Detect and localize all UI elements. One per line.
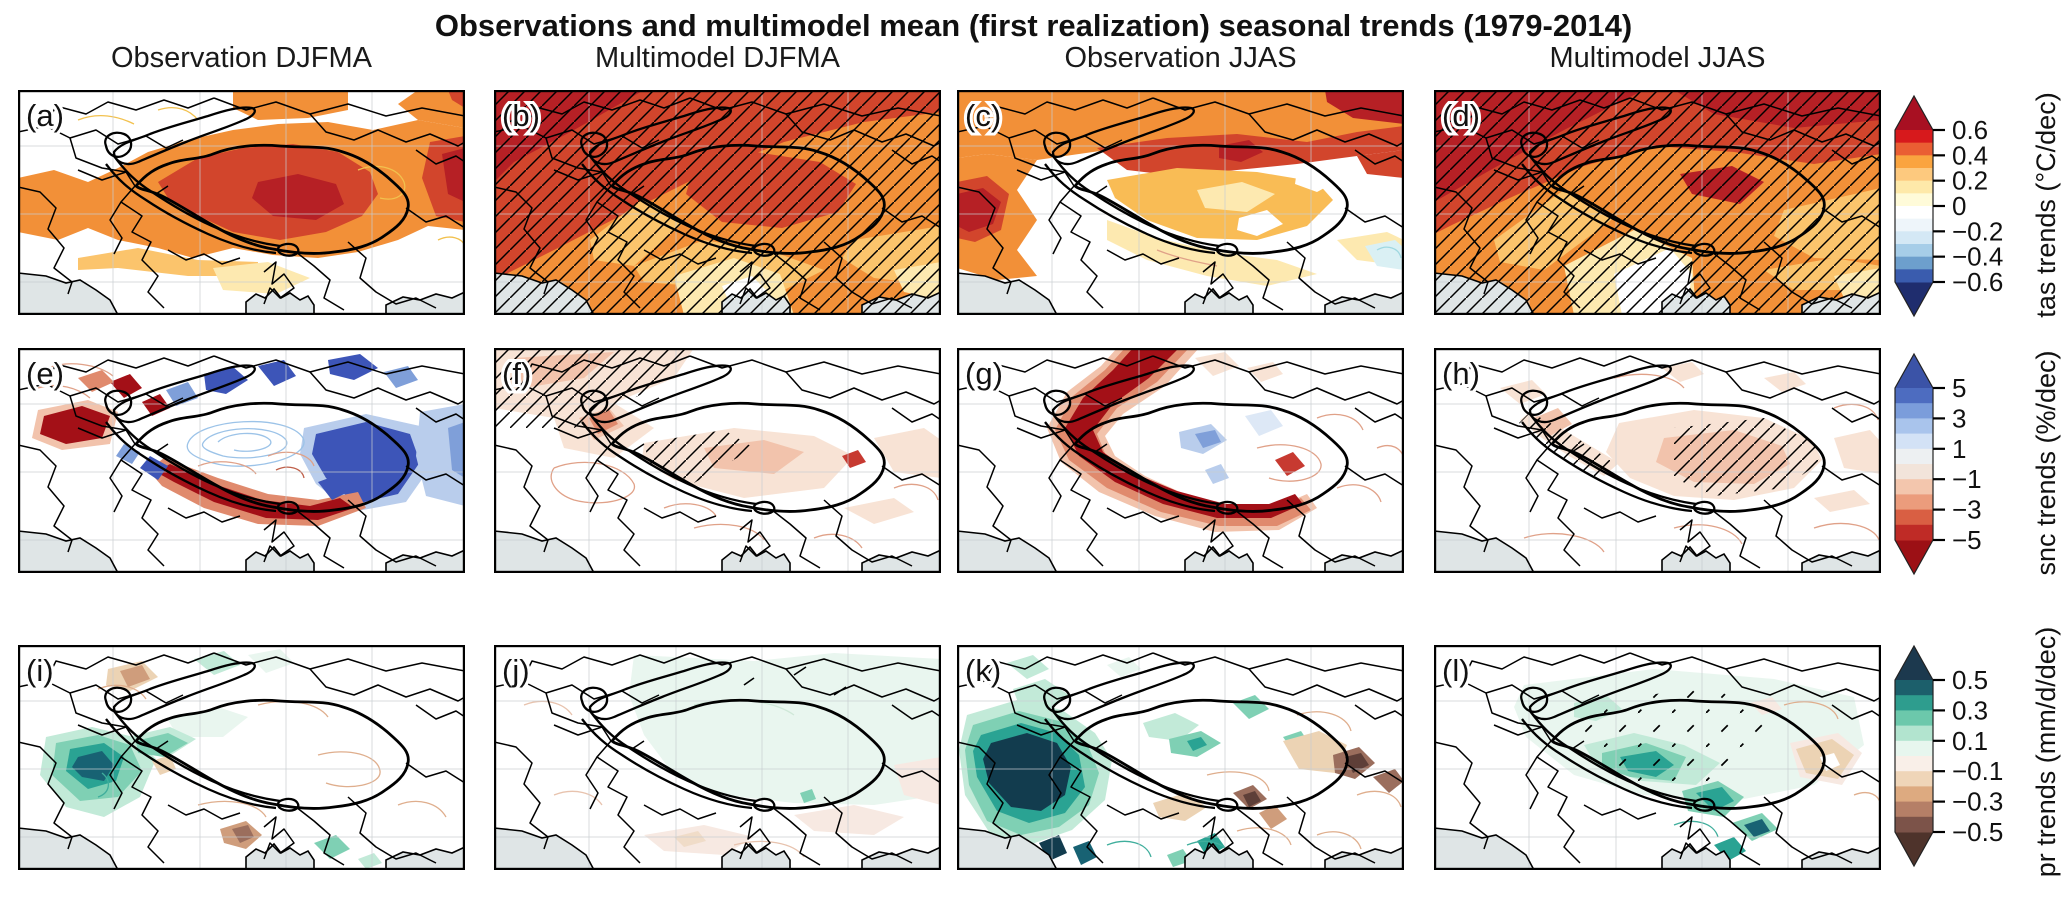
map-panel-i: (i): [18, 645, 465, 870]
column-header-multimodel-jjas: Multimodel JJAS: [1549, 42, 1766, 74]
map-panel-b: (b): [494, 90, 941, 315]
colorbar-pr-tick: 0.1: [1952, 726, 1988, 756]
panel-label-a: (a): [26, 98, 64, 133]
colorbar-label-pr: pr trends (mm/d/dec): [2031, 626, 2061, 878]
panel-label-f: (f): [502, 356, 531, 391]
panel-label-j: (j): [502, 653, 530, 688]
colorbar-snc-tick: 5: [1952, 373, 1966, 403]
panel-label-e: (e): [26, 356, 64, 391]
map-panel-k: (k): [957, 645, 1404, 870]
panel-label-l: (l): [1442, 653, 1470, 688]
colorbar-pr: 0.50.30.1−0.1−0.3−0.5: [1894, 644, 2003, 868]
map-panel-c: (c): [957, 90, 1404, 315]
figure-title: Observations and multimodel mean (first …: [434, 8, 1633, 43]
map-panel-d: (d): [1434, 90, 1881, 315]
colorbar-snc-tick: 3: [1952, 403, 1966, 433]
colorbar-tas-tick: −0.6: [1952, 267, 2003, 297]
colorbar-label-snc: snc trends (%/dec): [2031, 350, 2061, 576]
column-header-observation-djfma: Observation DJFMA: [110, 42, 373, 74]
colorbar-snc-tick: −3: [1952, 495, 1982, 525]
panel-label-b: (b): [502, 98, 540, 133]
map-panel-j: (j): [494, 645, 941, 870]
map-panel-l: (l): [1434, 645, 1881, 870]
map-panel-a: (a): [18, 90, 465, 315]
column-header-observation-jjas: Observation JJAS: [1064, 42, 1297, 74]
colorbar-tas-tick: 0.4: [1952, 140, 1988, 170]
panel-label-c: (c): [965, 98, 1001, 133]
colorbar-pr-tick: 0.5: [1952, 665, 1988, 695]
colorbar-pr-tick: −0.3: [1952, 787, 2003, 817]
panel-label-g: (g): [965, 356, 1003, 391]
colorbar-snc-tick: 1: [1952, 434, 1966, 464]
colorbar-snc-tick: −5: [1952, 525, 1982, 555]
colorbar-tas-tick: −0.2: [1952, 216, 2003, 246]
map-panel-e: (e): [18, 348, 465, 573]
colorbar-tas-tick: −0.4: [1952, 242, 2003, 272]
column-header-multimodel-djfma: Multimodel DJFMA: [595, 42, 840, 74]
colorbar-snc-tick: −1: [1952, 464, 1982, 494]
panel-label-k: (k): [965, 653, 1001, 688]
colorbar-tas-tick: 0.2: [1952, 166, 1988, 196]
map-panel-g: (g): [957, 348, 1404, 573]
colorbar-tas-tick: 0: [1952, 191, 1966, 221]
colorbar-tas-tick: 0.6: [1952, 115, 1988, 145]
map-panel-f: (f): [494, 348, 941, 573]
map-panel-h: (h): [1434, 348, 1881, 573]
panel-label-d: (d): [1442, 98, 1480, 133]
colorbar-snc: 531−1−3−5: [1894, 352, 1982, 576]
panel-label-i: (i): [26, 653, 54, 688]
panel-label-h: (h): [1442, 356, 1480, 391]
colorbar-pr-tick: −0.5: [1952, 817, 2003, 847]
colorbar-tas: 0.60.40.20−0.2−0.4−0.6: [1894, 94, 2003, 318]
colorbar-pr-tick: 0.3: [1952, 695, 1988, 725]
colorbar-pr-tick: −0.1: [1952, 756, 2003, 786]
